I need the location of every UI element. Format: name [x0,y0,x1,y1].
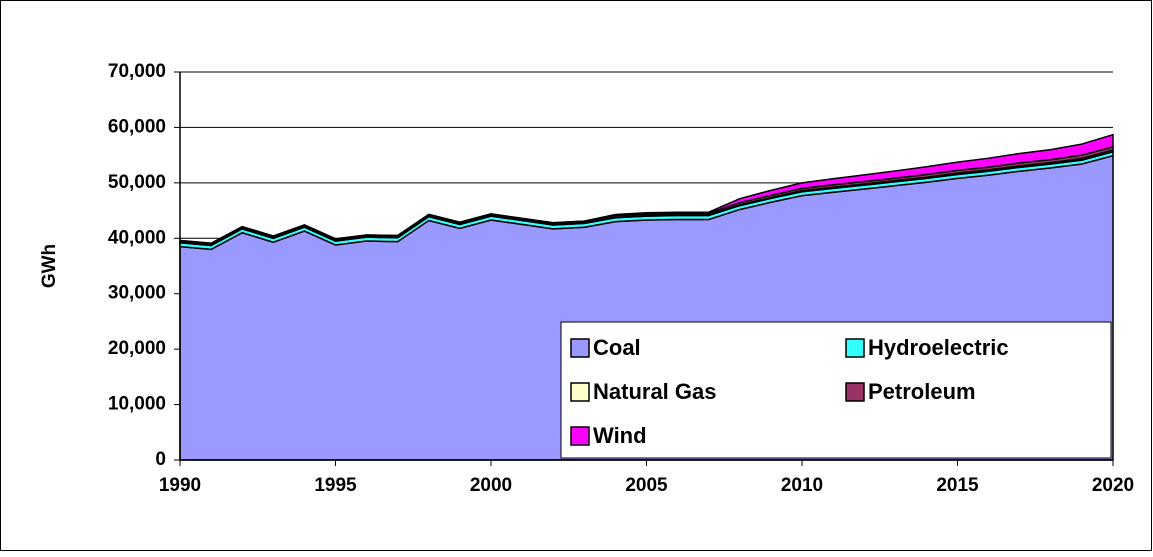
x-tick-label: 1995 [314,475,357,496]
legend-label: Petroleum [868,379,976,404]
legend-label: Natural Gas [593,379,717,404]
y-tick-label: 20,000 [108,338,166,359]
y-tick-label: 70,000 [108,61,166,82]
legend-swatch [570,382,590,402]
y-tick-label: 0 [155,449,166,470]
legend: Coal Hydroelectric Natural Gas Petroleum Win… [560,321,1112,459]
legend-swatch [845,382,865,402]
area [179,133,1114,245]
legend-swatch [570,426,590,446]
legend-label: Wind [593,423,647,448]
x-tick-label: 2005 [625,475,668,496]
y-tick-label: 10,000 [108,394,166,415]
x-tick-label: 2015 [936,475,979,496]
x-tick-label: 1990 [159,475,201,496]
y-axis-label: GWh [39,244,60,288]
y-tick-label: 30,000 [108,283,166,304]
legend-swatch [845,338,865,358]
legend-label: Hydroelectric [868,335,1009,360]
y-tick-label: 40,000 [108,227,166,248]
legend-box [560,321,1112,459]
x-tick-label: 2010 [781,475,823,496]
x-tick-label: 2000 [470,475,512,496]
legend-swatch [570,338,590,358]
y-tick-label: 50,000 [108,172,166,193]
x-tick-label: 2020 [1092,475,1134,496]
legend-label: Coal [593,335,641,360]
y-tick-label: 60,000 [108,116,166,137]
